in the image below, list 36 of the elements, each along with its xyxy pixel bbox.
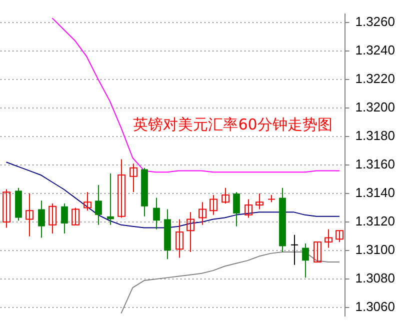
candlestick [153,197,160,230]
y-tick-label: 1.3220 [355,70,396,86]
candlestick [290,234,298,266]
candlestick [302,242,309,278]
candlestick [38,200,45,238]
candlestick [48,203,56,234]
y-tick-label: 1.3180 [355,128,396,144]
candlestick [130,163,138,193]
y-tick-label: 1.3120 [355,214,396,229]
candlestick [198,202,206,226]
candlestick [324,228,332,248]
y-tick-label: 1.3080 [355,270,396,286]
candlestick [95,184,102,226]
candlestick [118,158,126,218]
annotation: 英镑对美元汇率60分钟走势图 [133,116,332,134]
candlestick [72,207,80,226]
candlestick [84,192,92,212]
candlestick [233,192,240,227]
candlestick [26,193,34,237]
candlestick [336,230,344,243]
y-tick-label: 1.3240 [355,42,396,58]
candlestick [314,242,322,262]
candlestick [210,194,218,216]
candlestick [61,203,68,234]
y-tick-label: 1.3200 [355,100,396,115]
y-tick-label: 1.3260 [355,14,396,29]
candlestick [2,188,10,228]
candlestick [244,198,252,218]
y-tick-label: 1.3060 [355,299,396,314]
candlestick [256,193,264,210]
candlestick [222,187,230,204]
y-tick-label: 1.3160 [355,156,396,172]
y-tick-label: 1.3140 [355,185,396,200]
candlestick [176,218,184,258]
y-tick-label: 1.3100 [355,242,396,258]
candlestick [186,212,194,253]
